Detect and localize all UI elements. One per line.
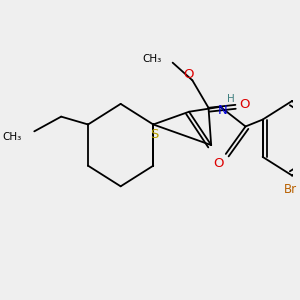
Text: Br: Br [284, 183, 297, 196]
Text: H: H [227, 94, 235, 104]
Text: O: O [239, 98, 250, 111]
Text: CH₃: CH₃ [142, 54, 162, 64]
Text: O: O [213, 157, 224, 170]
Text: CH₃: CH₃ [2, 132, 22, 142]
Text: S: S [150, 128, 158, 141]
Text: O: O [184, 68, 194, 81]
Text: N: N [217, 104, 227, 117]
